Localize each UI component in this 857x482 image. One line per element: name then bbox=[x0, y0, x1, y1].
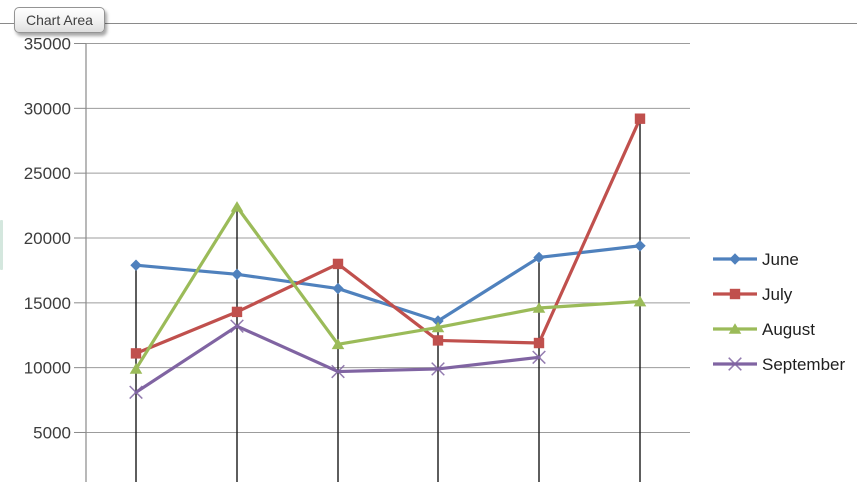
marker-june[interactable] bbox=[533, 251, 545, 264]
marker-september[interactable] bbox=[431, 362, 445, 376]
legend-item-july[interactable]: July bbox=[713, 285, 793, 304]
series-line-july[interactable] bbox=[134, 117, 642, 355]
marker-september[interactable] bbox=[331, 364, 345, 379]
marker-june[interactable] bbox=[231, 268, 243, 280]
marker-june[interactable] bbox=[432, 315, 444, 327]
marker-june[interactable] bbox=[130, 259, 142, 271]
marker-july[interactable] bbox=[634, 113, 646, 124]
marker-august[interactable] bbox=[431, 321, 445, 333]
y-axis-label: 20000 bbox=[24, 229, 71, 248]
legend-item-august[interactable]: August bbox=[713, 320, 815, 339]
tooltip-label: Chart Area bbox=[26, 12, 93, 28]
marker-july[interactable] bbox=[533, 337, 545, 349]
marker-july[interactable] bbox=[130, 348, 142, 359]
y-axis-label: 10000 bbox=[24, 359, 71, 378]
legend-label-august[interactable]: August bbox=[762, 320, 815, 339]
y-axis-label: 30000 bbox=[24, 99, 71, 118]
marker-september[interactable] bbox=[532, 350, 546, 365]
legend-marker-july[interactable] bbox=[729, 288, 741, 300]
series-line-june[interactable] bbox=[134, 244, 642, 323]
chart-area-tooltip: Chart Area bbox=[14, 7, 105, 33]
marker-july[interactable] bbox=[332, 258, 344, 270]
legend-label-september[interactable]: September bbox=[762, 355, 845, 374]
legend-marker-august[interactable] bbox=[728, 323, 742, 334]
marker-august[interactable] bbox=[129, 363, 143, 374]
marker-june[interactable] bbox=[634, 240, 646, 252]
legend-item-june[interactable]: June bbox=[713, 250, 799, 269]
series-line-august[interactable] bbox=[134, 205, 642, 371]
marker-august[interactable] bbox=[230, 201, 244, 212]
marker-august[interactable] bbox=[331, 338, 345, 350]
marker-july[interactable] bbox=[231, 306, 243, 318]
legend-label-july[interactable]: July bbox=[762, 285, 793, 304]
legend-marker-september[interactable] bbox=[728, 357, 742, 371]
chart-border-top bbox=[0, 23, 857, 24]
marker-august[interactable] bbox=[532, 302, 546, 313]
y-axis-label: 25000 bbox=[24, 164, 71, 183]
clipped-axis-title-fragment bbox=[0, 220, 3, 270]
marker-september[interactable] bbox=[230, 319, 244, 333]
y-axis-label: 5000 bbox=[33, 423, 71, 442]
legend-marker-june[interactable] bbox=[729, 253, 741, 265]
marker-june[interactable] bbox=[332, 282, 344, 295]
marker-september[interactable] bbox=[129, 385, 143, 400]
legend-label-june[interactable]: June bbox=[762, 250, 799, 269]
marker-august[interactable] bbox=[633, 295, 647, 307]
legend-item-september[interactable]: September bbox=[713, 355, 845, 374]
y-axis-label: 35000 bbox=[24, 35, 71, 54]
y-axis-label: 15000 bbox=[24, 294, 71, 313]
marker-july[interactable] bbox=[432, 335, 444, 346]
